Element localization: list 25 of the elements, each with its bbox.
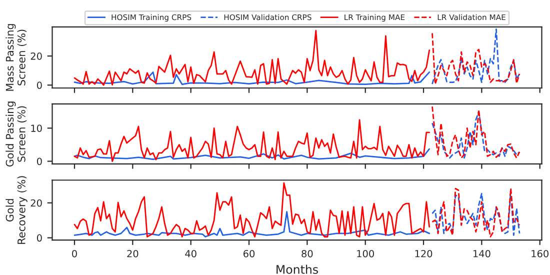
- y-tick-label: 20: [30, 52, 42, 60]
- x-tick-label: 160: [532, 250, 548, 258]
- x-tick-label: 40: [185, 250, 196, 258]
- y-tick-label: 0: [36, 82, 42, 89]
- y-tick-label: 0: [36, 234, 42, 242]
- line-series: [74, 71, 430, 86]
- y-axis-title: Gold Passing Screen (%): [6, 102, 27, 167]
- x-tick-label: 0: [72, 250, 77, 258]
- x-tick-label: 140: [473, 250, 490, 258]
- line-series: [74, 211, 430, 238]
- y-tick-label: 10: [31, 124, 42, 132]
- x-tick-label: 100: [357, 250, 374, 258]
- line-series: [74, 30, 430, 86]
- x-tick-label: 60: [244, 250, 255, 258]
- y-axis-title: Gold Recovery (%): [6, 176, 28, 244]
- y-axis-title: Mass Passing Screen (%): [6, 24, 27, 91]
- x-tick-label: 80: [302, 250, 313, 258]
- x-axis-title: Months: [276, 264, 318, 274]
- y-tick-label: 0: [36, 158, 42, 166]
- line-series: [74, 182, 430, 238]
- y-tick-label: 20: [30, 199, 42, 207]
- x-tick-label: 20: [127, 250, 138, 258]
- x-tick-label: 120: [415, 250, 432, 258]
- line-series: [74, 148, 430, 160]
- line-series: [74, 119, 430, 162]
